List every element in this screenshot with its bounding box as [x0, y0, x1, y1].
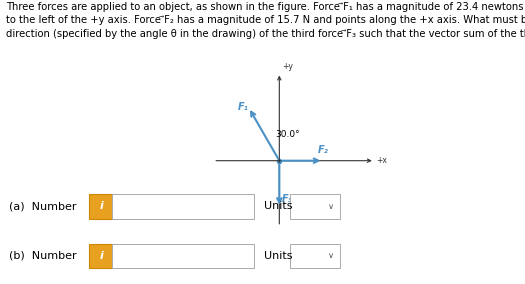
Text: i: i	[100, 251, 104, 261]
Text: ∨: ∨	[328, 251, 334, 260]
Text: +y: +y	[282, 62, 293, 71]
FancyBboxPatch shape	[112, 194, 254, 219]
Text: Units: Units	[264, 201, 292, 211]
Text: F₂: F₂	[318, 145, 328, 155]
FancyBboxPatch shape	[112, 244, 254, 268]
Text: Units: Units	[264, 251, 292, 261]
Text: F₃: F₃	[282, 194, 293, 204]
FancyBboxPatch shape	[89, 244, 114, 268]
FancyBboxPatch shape	[89, 194, 114, 219]
FancyBboxPatch shape	[290, 244, 340, 268]
Text: Three forces are applied to an object, as shown in the figure. Force ⃗F₁ has a m: Three forces are applied to an object, a…	[6, 2, 525, 39]
FancyBboxPatch shape	[290, 194, 340, 219]
Text: (a)  Number: (a) Number	[9, 201, 77, 211]
Text: +x: +x	[376, 156, 387, 165]
Text: 30.0°: 30.0°	[275, 130, 300, 139]
Text: (b)  Number: (b) Number	[9, 251, 77, 261]
Text: ∨: ∨	[328, 202, 334, 211]
Text: F₁: F₁	[238, 102, 249, 112]
Text: i: i	[100, 201, 104, 211]
